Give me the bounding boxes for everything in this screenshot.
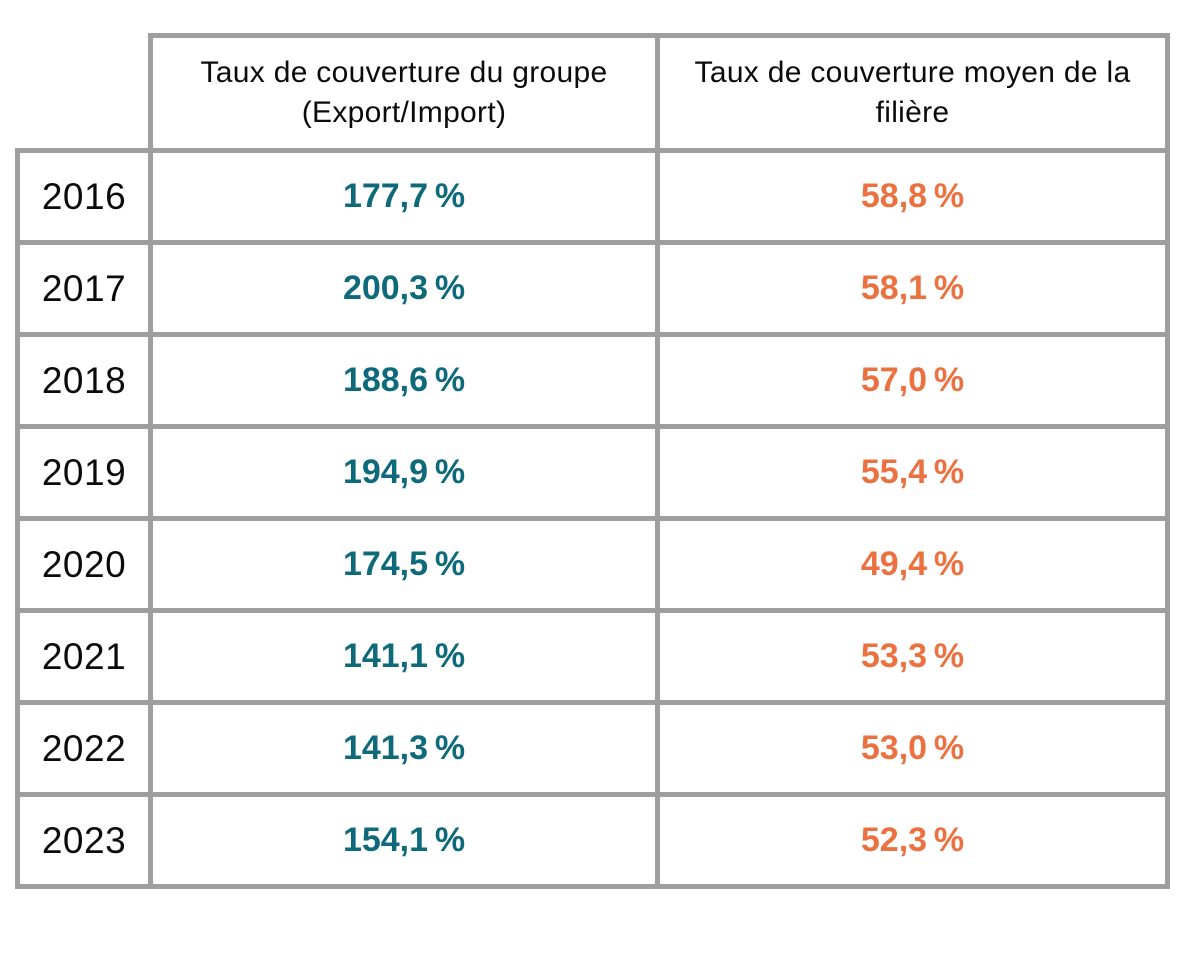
group-rate-value: 154,1 % [148,792,660,889]
year-label: 2021 [15,608,153,705]
table-row: 2020 174,5 % 49,4 % [15,516,1170,613]
sector-rate-value: 57,0 % [655,332,1170,429]
group-rate-value: 141,1 % [148,608,660,705]
coverage-table: Taux de couverture du groupe (Export/Imp… [15,33,1170,889]
column-header-group-coverage: Taux de couverture du groupe (Export/Imp… [148,33,660,153]
group-rate-value: 141,3 % [148,700,660,797]
sector-rate-value: 52,3 % [655,792,1170,889]
table-row: 2018 188,6 % 57,0 % [15,332,1170,429]
year-label: 2019 [15,424,153,521]
table-row: 2022 141,3 % 53,0 % [15,700,1170,797]
corner-cell [18,36,151,151]
year-label: 2016 [15,148,153,245]
group-rate-value: 177,7 % [148,148,660,245]
group-rate-value: 174,5 % [148,516,660,613]
table-row: 2019 194,9 % 55,4 % [15,424,1170,521]
table-row: 2021 141,1 % 53,3 % [15,608,1170,705]
sector-rate-value: 49,4 % [655,516,1170,613]
group-rate-value: 188,6 % [148,332,660,429]
year-label: 2022 [15,700,153,797]
sector-rate-value: 55,4 % [655,424,1170,521]
year-label: 2020 [15,516,153,613]
table-row: 2023 154,1 % 52,3 % [15,792,1170,889]
sector-rate-value: 53,0 % [655,700,1170,797]
year-label: 2018 [15,332,153,429]
year-label: 2017 [15,240,153,337]
group-rate-value: 194,9 % [148,424,660,521]
sector-rate-value: 58,1 % [655,240,1170,337]
table-row: 2016 177,7 % 58,8 % [15,148,1170,245]
sector-rate-value: 58,8 % [655,148,1170,245]
sector-rate-value: 53,3 % [655,608,1170,705]
column-header-sector-coverage: Taux de couverture moyen de la filière [655,33,1170,153]
group-rate-value: 200,3 % [148,240,660,337]
header-row: Taux de couverture du groupe (Export/Imp… [18,33,1170,153]
year-label: 2023 [15,792,153,889]
table-row: 2017 200,3 % 58,1 % [15,240,1170,337]
